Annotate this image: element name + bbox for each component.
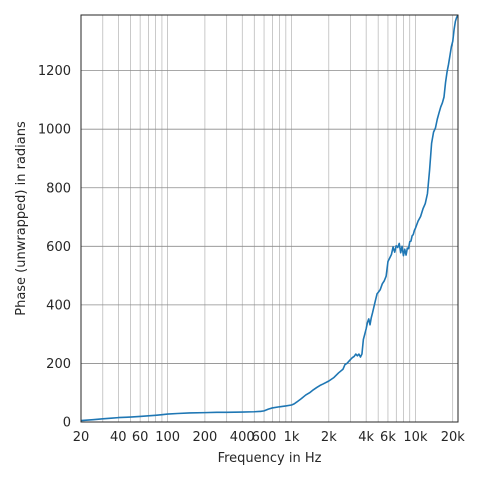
x-tick-label: 6k: [380, 430, 396, 445]
x-tick-label: 10k: [403, 430, 428, 445]
x-tick-label: 200: [193, 430, 218, 445]
plot-frame: [80, 14, 459, 423]
x-tick-label: 100: [155, 430, 180, 445]
y-axis-label: Phase (unwrapped) in radians: [14, 121, 29, 316]
y-tick-label: 600: [46, 240, 71, 255]
y-tick-label: 1200: [38, 64, 71, 79]
x-tick-label: 20: [73, 430, 90, 445]
x-axis-label: Frequency in Hz: [218, 451, 322, 466]
y-tick-label: 200: [46, 357, 71, 372]
y-tick-label: 1000: [38, 123, 71, 138]
x-tick-label: 40: [110, 430, 127, 445]
y-tick-label: 0: [63, 416, 71, 431]
series-line: [80, 14, 459, 422]
x-tick-label: 1k: [284, 430, 300, 445]
x-tick-label: 60: [132, 430, 149, 445]
x-tick-label: 20k: [441, 430, 466, 445]
y-tick-labels: 0 200 400 600 800 1000 1200: [38, 64, 71, 430]
x-tick-label: 2k: [321, 430, 337, 445]
series-layer: [80, 14, 459, 422]
grid: [80, 15, 458, 423]
x-tick-label: 600: [252, 430, 277, 445]
x-tick-label: 400: [230, 430, 255, 445]
x-tick-label: 4k: [358, 430, 374, 445]
y-tick-label: 800: [46, 181, 71, 196]
y-tick-label: 400: [46, 298, 71, 313]
